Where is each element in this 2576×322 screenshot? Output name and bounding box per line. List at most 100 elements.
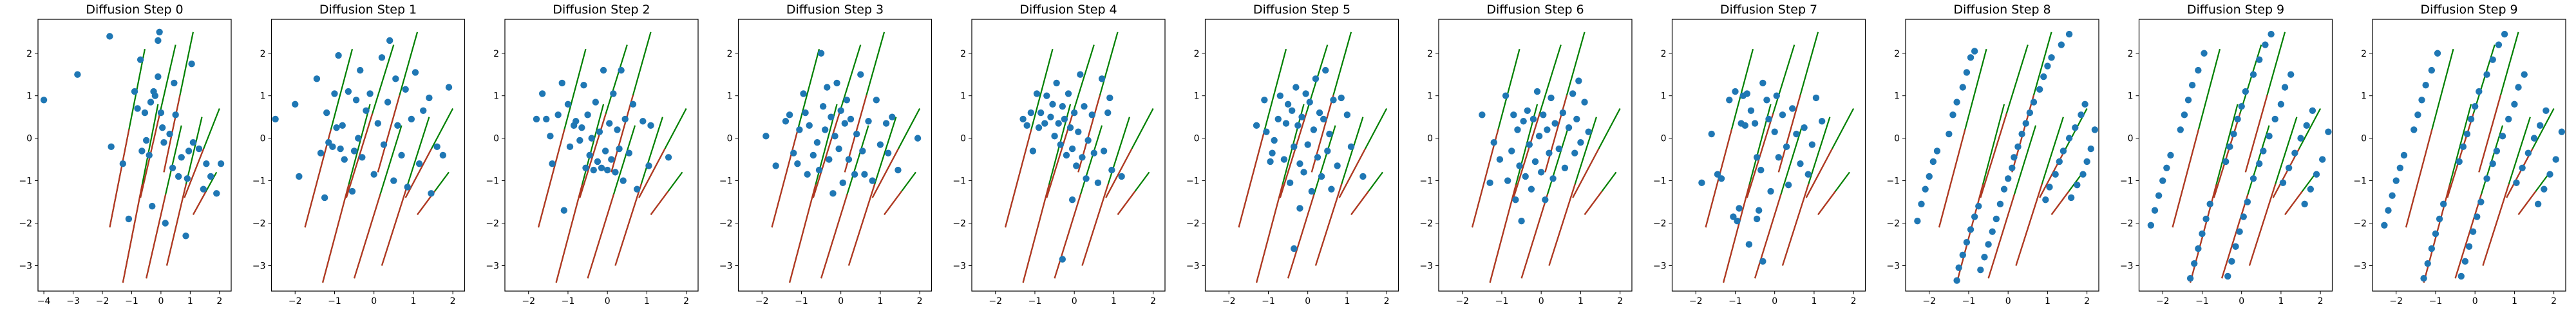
scatter-point (839, 179, 846, 187)
scatter-point (2058, 41, 2065, 48)
x-tick-label: 1 (2045, 296, 2050, 307)
scatter-point (1269, 149, 1276, 156)
scatter-point (1318, 173, 1325, 180)
target-line-red (1572, 148, 1600, 198)
scatter-point (1300, 169, 1307, 176)
scatter-point (2385, 207, 2392, 214)
scatter-point (323, 109, 330, 117)
scatter-point (384, 99, 392, 106)
target-line-red (848, 184, 876, 266)
scatter-point (853, 130, 860, 138)
scatter-point (1253, 122, 1260, 129)
scatter-point (178, 154, 185, 161)
x-tick-label: 0 (371, 296, 377, 307)
x-tick-label: −1 (1262, 296, 1275, 307)
scatter-point (1118, 173, 1125, 180)
scatter-point (172, 111, 179, 118)
scatter-point (1537, 169, 1545, 176)
y-tick-label: 1 (2128, 91, 2134, 102)
scatter-point (151, 92, 159, 99)
scatter-point (2087, 145, 2094, 153)
x-tick-label: 2 (2084, 296, 2090, 307)
scatter-point (1949, 111, 1956, 118)
scatter-point (1953, 99, 1960, 106)
x-tick-label: 2 (683, 296, 689, 307)
x-tick-label: −2 (2156, 296, 2170, 307)
scatter-point (2463, 130, 2471, 138)
scatter-point (2291, 149, 2298, 156)
scatter-point (188, 61, 195, 68)
scatter-point (2519, 164, 2526, 171)
scatter-point (1081, 102, 1088, 110)
target-line-red (1777, 95, 1801, 173)
scatter-point (394, 122, 401, 129)
scatter-point (2186, 275, 2194, 282)
scatter-point (1518, 218, 1525, 225)
scatter-point (1522, 173, 1529, 180)
scatter-point (1338, 94, 1345, 102)
scatter-point (1075, 128, 1082, 135)
scatter-point (162, 220, 169, 227)
y-tick-label: −3 (252, 261, 266, 271)
target-line-red (109, 129, 130, 228)
plot-area (40, 28, 225, 283)
scatter-point (547, 133, 554, 140)
subplot-2: Diffusion Step 2 −2 −1 0 1 2 −3 −2 −1 0 1 2 (486, 3, 699, 307)
scatter-point (2074, 181, 2081, 189)
scatter-point (869, 177, 876, 184)
subplot-title: Diffusion Step 2 (553, 3, 650, 17)
scatter-point (610, 90, 617, 97)
scatter-point (1043, 92, 1050, 99)
scatter-point (1996, 200, 2004, 208)
target-line-red (1520, 194, 1549, 279)
scatter-point (1306, 99, 1313, 106)
scatter-point (1933, 147, 1941, 155)
scatter-point (592, 99, 600, 106)
y-tick-label: 2 (2128, 49, 2134, 59)
y-tick-label: 1 (493, 91, 499, 102)
y-tick-label: −2 (719, 219, 733, 229)
x-tick-label: 2 (1617, 296, 1623, 307)
scatter-point (824, 84, 831, 91)
scatter-point (1533, 88, 1541, 95)
target-line-red (1938, 129, 1966, 228)
scatter-point (873, 97, 880, 104)
scatter-point (1027, 109, 1035, 117)
y-tick-label: −1 (19, 176, 32, 187)
scatter-point (2081, 100, 2088, 108)
scatter-point (2159, 177, 2166, 184)
target-line-red (2213, 113, 2241, 198)
x-tick-label: 2 (1150, 296, 1156, 307)
scatter-point (428, 190, 435, 197)
scatter-point (439, 151, 447, 159)
target-line-red (1314, 184, 1343, 266)
scatter-point (182, 232, 189, 240)
x-tick-label: 2 (1384, 296, 1390, 307)
scatter-point (2018, 130, 2025, 138)
target-line-red (1746, 113, 1774, 198)
scatter-point (2009, 164, 2016, 171)
scatter-point (415, 160, 423, 167)
target-line-red (122, 184, 143, 283)
scatter-point (2534, 200, 2542, 208)
subplot-5: Diffusion Step 5 −2 −1 0 1 2 −3 −2 −1 0 1 2 (1186, 3, 1399, 307)
y-tick-label: 0 (493, 134, 499, 144)
x-tick-label: −2 (1689, 296, 1703, 307)
scatter-point (2530, 135, 2538, 142)
x-tick-label: −2 (289, 296, 302, 307)
y-tick-label: 1 (1661, 91, 1667, 102)
plot-area (2147, 30, 2332, 283)
scatter-point (620, 177, 627, 184)
scatter-point (1783, 143, 1790, 151)
scatter-point (380, 141, 388, 148)
scatter-point (1963, 238, 1971, 246)
scatter-point (625, 149, 633, 156)
scatter-point (1100, 147, 1108, 155)
scatter-point (2459, 143, 2467, 151)
scatter-point (433, 143, 440, 151)
scatter-point (859, 147, 866, 155)
subplot-10: Diffusion Step 9 −2 −1 0 1 2 −3 −2 −1 0 1 2 (2353, 3, 2566, 307)
x-tick-label: 2 (2551, 296, 2557, 307)
x-tick-label: −1 (1495, 296, 1509, 307)
target-line-red (1279, 113, 1307, 198)
